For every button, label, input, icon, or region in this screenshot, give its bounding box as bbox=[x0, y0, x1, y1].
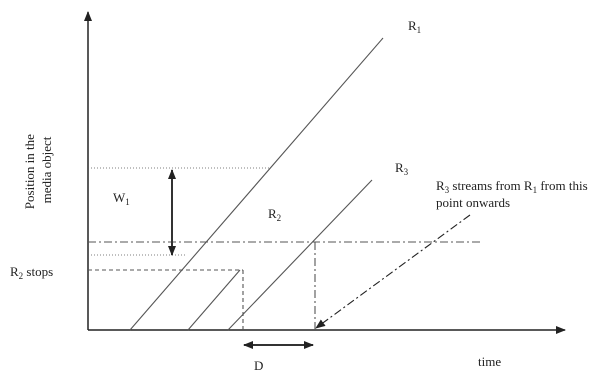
text-part: W bbox=[113, 190, 126, 205]
text-part: R bbox=[395, 160, 404, 175]
text-part: 1 bbox=[533, 185, 538, 195]
text-part: R bbox=[10, 264, 19, 279]
note-arrow bbox=[315, 214, 471, 329]
text-part: R bbox=[268, 206, 277, 221]
r2-line bbox=[187, 269, 241, 331]
y-axis-label: Position in the media object bbox=[22, 131, 54, 209]
r3-line bbox=[227, 179, 373, 331]
text-part: streams from R bbox=[449, 178, 533, 193]
text-part: 2 bbox=[277, 213, 282, 223]
text-part: Position in the bbox=[22, 134, 37, 209]
text-part: from this bbox=[537, 178, 588, 193]
r2-stops-label: R2 stops bbox=[10, 264, 53, 281]
x-axis-label: time bbox=[478, 354, 501, 369]
text-part: 3 bbox=[445, 185, 450, 195]
r3-note: R3 streams from R1 from this bbox=[436, 178, 588, 195]
r3-label: R3 bbox=[395, 160, 409, 177]
text-part: 3 bbox=[404, 167, 409, 177]
r3-note-line2: point onwards bbox=[436, 195, 510, 210]
r1-line bbox=[129, 37, 384, 331]
text-part: R bbox=[408, 18, 417, 33]
r2-label: R2 bbox=[268, 206, 281, 223]
text-part: stops bbox=[23, 264, 53, 279]
d-label: D bbox=[254, 358, 263, 373]
w1-label: W1 bbox=[113, 190, 130, 207]
text-part: 2 bbox=[19, 271, 24, 281]
text-part: R bbox=[436, 178, 445, 193]
text-part: 1 bbox=[125, 197, 130, 207]
text-part: 1 bbox=[417, 25, 422, 35]
text-part: media object bbox=[39, 136, 54, 203]
r1-label: R1 bbox=[408, 18, 421, 35]
